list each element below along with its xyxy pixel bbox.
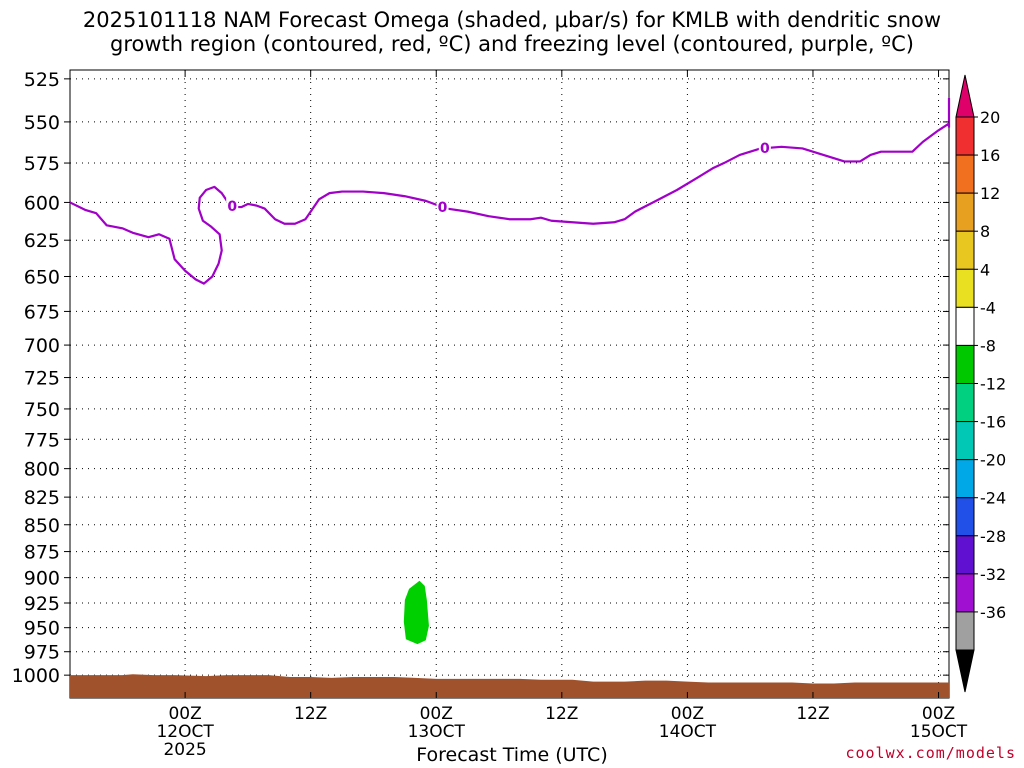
freezing-level-contour-label: 0 bbox=[227, 199, 237, 215]
freezing-level-layer: 0 0 0 bbox=[69, 98, 951, 285]
x-tick-label-time: 12Z bbox=[545, 704, 578, 724]
y-tick-label: 525 bbox=[24, 69, 60, 91]
x-tick-label-time: 00Z bbox=[168, 704, 201, 724]
x-tick-label-time: 12Z bbox=[294, 704, 327, 724]
y-tick-label: 575 bbox=[24, 153, 60, 175]
x-tick-label-date: 14OCT bbox=[659, 722, 717, 742]
y-tick-label: 850 bbox=[24, 515, 60, 537]
colorbar-swatch bbox=[955, 573, 975, 613]
colorbar-bottom-arrow bbox=[955, 649, 975, 693]
colorbar-swatch bbox=[955, 459, 975, 499]
y-tick-label: 725 bbox=[24, 368, 60, 390]
contour-label-bg bbox=[436, 198, 449, 216]
colorbar-swatch bbox=[955, 116, 975, 156]
colorbar-label: -16 bbox=[980, 413, 1006, 432]
colorbar-label: 16 bbox=[980, 146, 1000, 165]
y-tick-label: 875 bbox=[24, 542, 60, 564]
colorbar-label: -20 bbox=[980, 451, 1006, 470]
colorbar-swatch bbox=[955, 154, 975, 194]
omega-layer bbox=[403, 580, 429, 645]
x-tick-label-date: 15OCT bbox=[910, 722, 968, 742]
colorbar-label: -12 bbox=[980, 375, 1006, 394]
colorbar-swatch bbox=[955, 268, 975, 308]
y-tick-label: 775 bbox=[24, 429, 60, 451]
colorbar-label: -28 bbox=[980, 527, 1006, 546]
y-tick-label: 925 bbox=[24, 593, 60, 615]
x-tick-label-date: 12OCT bbox=[156, 722, 214, 742]
plot-frame bbox=[69, 69, 950, 699]
colorbar-swatch bbox=[955, 497, 975, 537]
x-tick-label-time: 12Z bbox=[796, 704, 829, 724]
colorbar-swatch bbox=[955, 535, 975, 575]
colorbar-swatch bbox=[955, 306, 975, 346]
colorbar-swatch bbox=[955, 383, 975, 423]
x-tick-label-year: 2025 bbox=[163, 740, 206, 760]
colorbar-label: -36 bbox=[980, 603, 1006, 622]
y-tick-label: 650 bbox=[24, 266, 60, 288]
colorbar-label: 12 bbox=[980, 184, 1000, 203]
x-tick-label-date: 13OCT bbox=[408, 722, 466, 742]
contour-label-bg bbox=[226, 197, 239, 215]
y-tick-label: 1000 bbox=[12, 665, 60, 687]
freezing-level-contour bbox=[69, 98, 951, 285]
y-tick-label: 700 bbox=[24, 335, 60, 357]
contour-label-bg bbox=[758, 139, 771, 157]
x-tick-label-time: 00Z bbox=[671, 704, 704, 724]
y-tick-label: 550 bbox=[24, 112, 60, 134]
terrain-fill bbox=[70, 674, 949, 698]
freezing-level-contour-label: 0 bbox=[760, 141, 770, 157]
colorbar-swatch bbox=[955, 192, 975, 232]
colorbar-swatch bbox=[955, 421, 975, 461]
y-tick-label: 950 bbox=[24, 618, 60, 640]
colorbar-swatch bbox=[955, 344, 975, 384]
colorbar-label: 20 bbox=[980, 108, 1000, 127]
terrain-layer bbox=[70, 674, 949, 698]
chart-title-line-2: growth region (contoured, red, ºC) and f… bbox=[110, 32, 914, 56]
y-tick-label: 900 bbox=[24, 568, 60, 590]
freezing-level-contour-label: 0 bbox=[438, 200, 448, 216]
chart-title-line-1: 2025101118 NAM Forecast Omega (shaded, μ… bbox=[82, 8, 942, 32]
colorbar-swatch bbox=[955, 230, 975, 270]
x-axis-label: Forecast Time (UTC) bbox=[416, 744, 608, 766]
x-tick-label-time: 00Z bbox=[922, 704, 955, 724]
y-tick-label: 975 bbox=[24, 642, 60, 664]
y-tick-label: 825 bbox=[24, 487, 60, 509]
omega-shaded-region bbox=[403, 580, 429, 645]
y-tick-label: 675 bbox=[24, 301, 60, 323]
colorbar-swatch bbox=[955, 611, 975, 651]
colorbar-label: -8 bbox=[980, 336, 996, 355]
y-tick-label: 750 bbox=[24, 399, 60, 421]
y-tick-label: 600 bbox=[24, 192, 60, 214]
colorbar-label: -32 bbox=[980, 565, 1006, 584]
colorbar-label: -24 bbox=[980, 489, 1006, 508]
y-tick-label: 625 bbox=[24, 230, 60, 252]
colorbar-label: -4 bbox=[980, 298, 996, 317]
y-axis-ticks: 525 550 575 600 625 650 675 700 725 750 775 800 825 8… bbox=[12, 69, 949, 687]
colorbar-label: 4 bbox=[980, 260, 990, 279]
colorbar-top-arrow bbox=[955, 74, 975, 118]
credit-text: coolwx.com/models bbox=[845, 744, 1016, 762]
colorbar: 20 16 12 8 4 -4 -8 -12 -16 -20 -24 -28 -32 -36 bbox=[955, 74, 1006, 693]
x-tick-label-time: 00Z bbox=[420, 704, 453, 724]
colorbar-label: 8 bbox=[980, 222, 990, 241]
grid-lines bbox=[70, 70, 949, 698]
y-tick-label: 800 bbox=[24, 459, 60, 481]
